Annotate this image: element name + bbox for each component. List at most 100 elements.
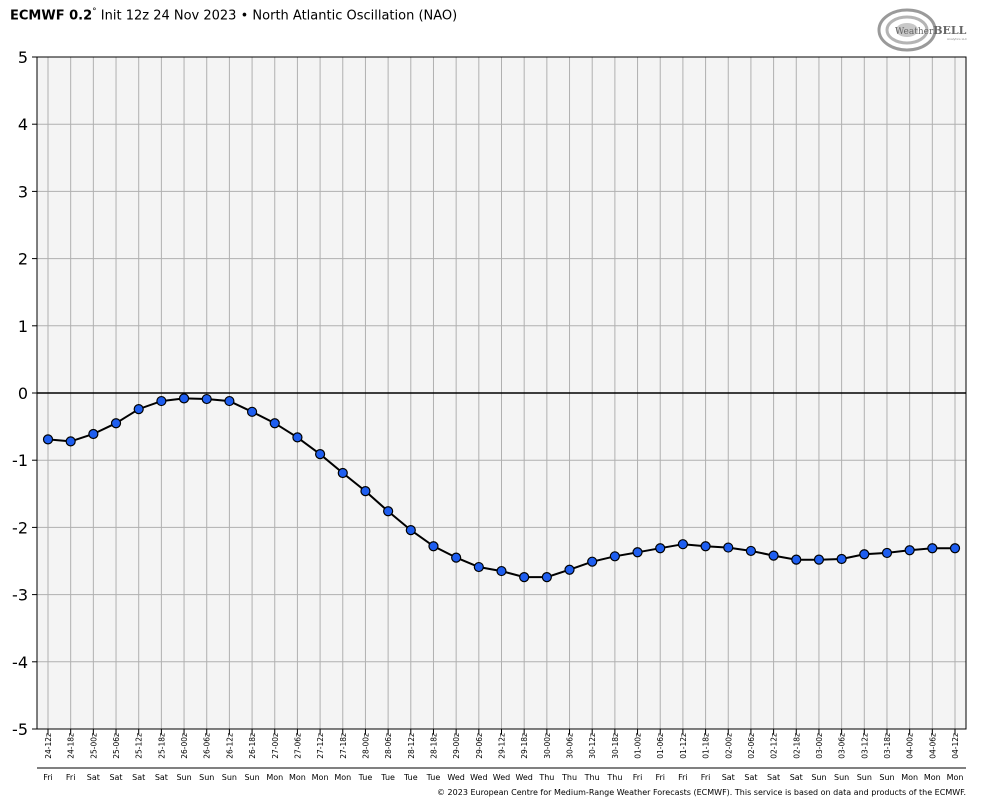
chart-header: ECMWF 0.2° Init 12z 24 Nov 2023 • North … (10, 7, 457, 23)
data-point (700, 541, 711, 552)
x-tick-label: 04-00z (906, 733, 915, 759)
day-label: Sun (834, 773, 849, 782)
data-point (768, 550, 779, 561)
day-label: Sat (790, 773, 803, 782)
data-point (677, 539, 689, 550)
day-label: Fri (66, 773, 76, 782)
x-tick-label: 24-18z (67, 733, 76, 759)
x-tick-label: 28-18z (429, 733, 438, 759)
day-label: Wed (493, 773, 510, 782)
logo-subtext: Analytics LLC (947, 37, 967, 41)
y-tick-label: -4 (12, 653, 28, 672)
data-point (65, 436, 76, 447)
logo-text-prefix: Weather (895, 27, 934, 37)
data-point (859, 549, 870, 560)
x-tick-label: 02-06z (747, 733, 756, 759)
day-label: Sun (244, 773, 259, 782)
y-tick-label: 2 (18, 250, 28, 269)
data-point (224, 395, 235, 407)
day-label: Mon (289, 773, 306, 782)
x-tick-label: 29-00z (452, 733, 461, 759)
x-tick-label: 01-00z (634, 733, 643, 759)
day-label: Tue (403, 773, 418, 782)
x-tick-label: 25-00z (89, 733, 98, 759)
data-point (541, 572, 552, 583)
data-point (655, 543, 666, 554)
day-label: Fri (701, 773, 711, 782)
y-tick-label: 4 (18, 115, 28, 134)
y-tick-label: 3 (18, 182, 28, 201)
data-point (881, 547, 893, 559)
svg-text:WeatherBELL: WeatherBELL (895, 24, 967, 37)
y-tick-label: 5 (18, 48, 28, 67)
data-point (564, 564, 575, 575)
data-point (42, 434, 54, 445)
day-label: Fri (633, 773, 643, 782)
logo-text-suffix: BELL (933, 24, 966, 37)
data-point (178, 393, 190, 404)
day-label: Sat (132, 773, 145, 782)
day-label: Wed (447, 773, 464, 782)
x-tick-label: 26-12z (225, 733, 234, 759)
day-label: Fri (655, 773, 665, 782)
data-point (360, 486, 371, 497)
x-tick-label: 29-12z (498, 733, 507, 759)
subject-title: North Atlantic Oscillation (NAO) (252, 8, 458, 24)
y-tick-label: -2 (12, 518, 28, 537)
day-label: Sat (722, 773, 735, 782)
x-tick-label: 03-06z (838, 733, 847, 759)
day-label: Thu (606, 773, 622, 782)
day-label: Tue (358, 773, 373, 782)
x-tick-label: 04-06z (928, 733, 937, 759)
x-tick-label: 30-00z (543, 733, 552, 759)
data-point (587, 556, 598, 567)
model-name: ECMWF 0.2 (10, 8, 93, 24)
nao-series (42, 393, 961, 583)
data-point (428, 541, 439, 552)
y-tick-label: -1 (12, 451, 28, 470)
x-tick-label: 01-18z (702, 733, 711, 759)
y-tick-label: -5 (12, 720, 28, 739)
day-label: Fri (678, 773, 688, 782)
x-tick-label: 04-12z (951, 733, 960, 759)
x-tick-label: 01-12z (679, 733, 688, 759)
x-tick-label: 29-18z (520, 733, 529, 759)
header-separator: • (240, 8, 249, 24)
x-tick-label: 30-18z (611, 733, 620, 759)
copyright-footer: © 2023 European Centre for Medium-Range … (437, 788, 966, 797)
x-tick-label: 02-18z (792, 733, 801, 759)
data-point (110, 418, 122, 429)
logo-swirl-inner (896, 23, 918, 37)
x-tick-label: 03-18z (883, 733, 892, 759)
data-point (473, 561, 484, 573)
day-label: Thu (584, 773, 600, 782)
data-point (405, 524, 416, 536)
x-tick-label: 24-12z (44, 733, 53, 759)
x-tick-label: 28-06z (384, 733, 393, 759)
data-point (156, 395, 167, 407)
x-tick-label: 28-12z (407, 733, 416, 759)
day-label: Sat (767, 773, 780, 782)
day-label: Mon (266, 773, 283, 782)
data-point (269, 418, 280, 429)
day-label: Sat (109, 773, 122, 782)
x-tick-label: 02-12z (770, 733, 779, 759)
data-point (813, 554, 825, 565)
data-point (519, 572, 530, 583)
x-tick-label: 26-00z (180, 733, 189, 759)
day-label: Wed (515, 773, 532, 782)
data-point (723, 542, 734, 553)
day-label: Sun (199, 773, 214, 782)
day-label: Sat (155, 773, 168, 782)
x-tick-label: 25-06z (112, 733, 121, 759)
day-label: Sun (176, 773, 191, 782)
data-point (632, 547, 643, 558)
y-tick-label: -3 (12, 586, 28, 605)
init-time: Init 12z 24 Nov 2023 (100, 8, 237, 24)
data-point (927, 543, 938, 554)
x-tick-label: 25-12z (135, 733, 144, 759)
y-axis: 5 4 3 2 1 0 -1 -2 -3 -4 -5 (12, 48, 37, 739)
data-point (292, 432, 303, 443)
data-point (745, 545, 757, 557)
